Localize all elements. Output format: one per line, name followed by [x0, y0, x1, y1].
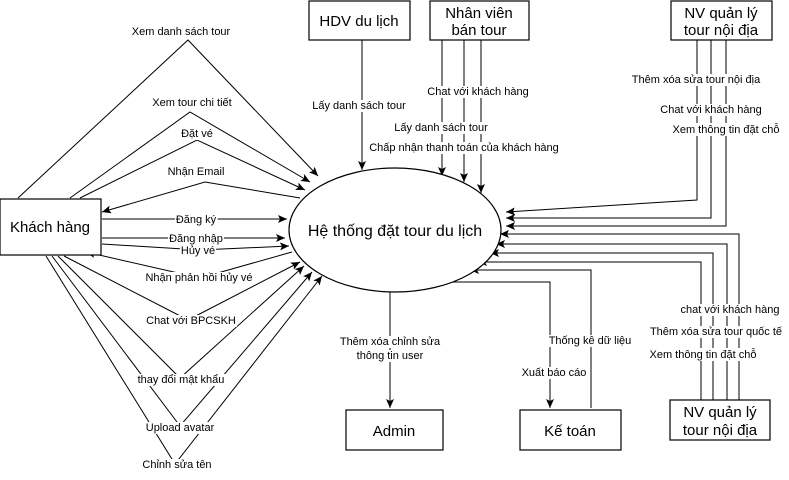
system-process-label: Hệ thống đặt tour du lịch [308, 223, 482, 240]
label-top-them-xoa: Thêm xóa sửa tour nội địa [632, 74, 761, 86]
flow-top-1 [505, 40, 698, 216]
label-xem-tour-ct: Xem tour chi tiết [152, 97, 231, 109]
entity-khach-hang-label: Khách hàng [10, 219, 90, 236]
entity-admin-label: Admin [373, 423, 416, 440]
label-kt-thong-ke: Thống kê dữ liệu [549, 335, 632, 347]
label-xem-ds-tour: Xem danh sách tour [132, 26, 231, 38]
label-dang-ky: Đăng ký [176, 214, 217, 226]
entity-nvql-bot-label-1: NV quản lý [683, 404, 757, 421]
flow-top-2 [506, 40, 712, 222]
label-nhan-email: Nhận Email [168, 166, 225, 178]
flow-top-3 [506, 40, 727, 230]
label-top-xem: Xem thông tin đặt chỗ [672, 123, 779, 136]
label-admin-2: thông tin user [357, 350, 424, 362]
entity-nhan-vien-ban-tour: Nhân viên bán tour [429, 0, 530, 41]
label-admin-1: Thêm xóa chỉnh sửa [340, 336, 441, 348]
entity-khach-hang: Khách hàng [0, 198, 102, 256]
label-dang-nhap: Đăng nhập [169, 233, 223, 245]
label-bot-chat: chat với khách hàng [681, 304, 780, 316]
label-nhan-phan-hoi: Nhận phản hồi hủy vé [145, 272, 252, 284]
label-doi-mk: thay đổi mật khẩu [138, 374, 225, 386]
entity-admin: Admin [345, 409, 444, 451]
system-process [288, 167, 502, 293]
label-kt-xuat: Xuất báo cáo [522, 367, 587, 379]
flow-labels: Xem danh sách tour Xem tour chi tiết Đặt… [130, 26, 784, 471]
label-nv-chap-nhan: Chấp nhận thanh toán của khách hàng [369, 142, 559, 154]
flow-xem-tour-ct [69, 111, 311, 199]
label-top-chat: Chat với khách hàng [660, 104, 761, 116]
label-chinh-sua-ten: Chỉnh sửa tên [142, 459, 211, 471]
flow-nhan-email [101, 181, 301, 214]
entity-nvql-top-label-2: tour nội địa [684, 22, 759, 39]
flow-bot-1 [500, 230, 740, 400]
label-bot-xem: Xem thông tin đặt chỗ [649, 348, 756, 361]
label-hdv-lay-ds: Lấy danh sách tour [312, 100, 406, 112]
flow-xem-ds-tour [17, 39, 319, 199]
entity-nv-quan-ly-top: NV quản lý tour nội địa [670, 0, 773, 41]
entity-nhan-vien-label-2: bán tour [451, 22, 506, 39]
label-dat-ve: Đặt vé [181, 128, 213, 140]
label-upload-avatar: Upload avatar [146, 422, 215, 434]
label-huy-ve: Hủy vé [181, 245, 215, 257]
entity-nv-quan-ly-bottom: NV quản lý tour nội địa [669, 399, 771, 441]
label-nv-chat: Chat với khách hàng [427, 86, 528, 98]
flow-kt-thong-ke [470, 266, 592, 408]
entity-hdv: HDV du lịch [308, 0, 411, 41]
flow-chat-bpcskh [63, 255, 301, 321]
entity-hdv-label: HDV du lịch [319, 13, 398, 30]
label-bot-them-xoa: Thêm xóa sửa tour quốc tế [650, 326, 782, 338]
entity-nhan-vien-label-1: Nhân viên [445, 5, 513, 22]
entity-nvql-bot-label-2: tour nội địa [683, 422, 758, 439]
flow-kt-xuat [450, 281, 554, 408]
entity-ke-toan: Kế toán [519, 409, 622, 451]
entity-nvql-top-label-1: NV quản lý [684, 5, 758, 22]
label-nv-lay-ds: Lấy danh sách tour [394, 122, 488, 134]
label-chat-bpcskh: Chat với BPCSKH [146, 315, 236, 327]
entity-ke-toan-label: Kế toán [544, 423, 596, 440]
